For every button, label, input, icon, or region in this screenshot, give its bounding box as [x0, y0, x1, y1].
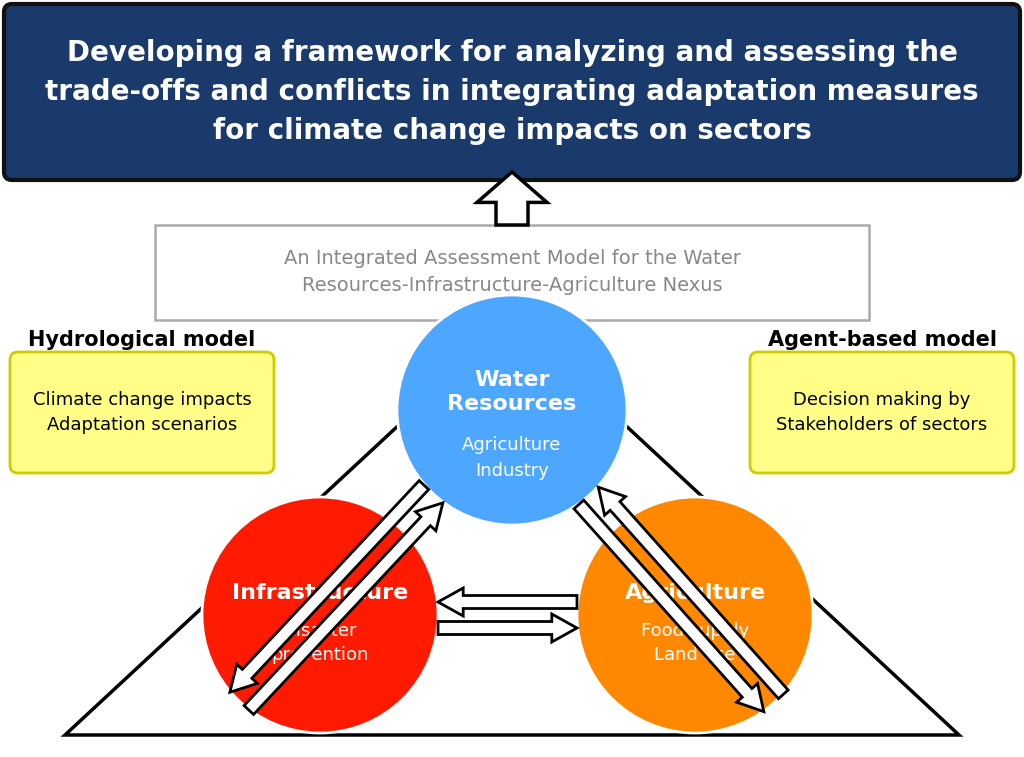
Text: Decision making by
Stakeholders of sectors: Decision making by Stakeholders of secto… [776, 391, 987, 434]
FancyBboxPatch shape [750, 352, 1014, 473]
Text: Climate change impacts
Adaptation scenarios: Climate change impacts Adaptation scenar… [33, 391, 251, 434]
Text: Agriculture
Industry: Agriculture Industry [462, 437, 562, 479]
Ellipse shape [202, 497, 438, 733]
FancyBboxPatch shape [4, 4, 1020, 180]
Text: Agriculture: Agriculture [625, 583, 766, 603]
Text: An Integrated Assessment Model for the Water
Resources-Infrastructure-Agricultur: An Integrated Assessment Model for the W… [284, 249, 740, 294]
Polygon shape [477, 172, 547, 225]
Polygon shape [598, 488, 788, 699]
Polygon shape [574, 500, 764, 712]
Text: Food supply
Land use: Food supply Land use [641, 621, 750, 665]
Polygon shape [244, 503, 442, 715]
FancyBboxPatch shape [155, 225, 869, 320]
Polygon shape [438, 614, 577, 642]
Text: Agent-based model: Agent-based model [768, 330, 996, 350]
Text: Hydrological model: Hydrological model [29, 330, 256, 350]
Text: Infrastructure: Infrastructure [231, 583, 409, 603]
FancyBboxPatch shape [10, 352, 274, 473]
Ellipse shape [577, 497, 813, 733]
Polygon shape [229, 481, 429, 692]
Text: Developing a framework for analyzing and assessing the
trade-offs and conflicts : Developing a framework for analyzing and… [45, 39, 979, 145]
Text: Disaster
prevention: Disaster prevention [271, 621, 369, 665]
Text: Water
Resources: Water Resources [447, 369, 577, 414]
Ellipse shape [397, 295, 627, 525]
Polygon shape [438, 588, 577, 616]
